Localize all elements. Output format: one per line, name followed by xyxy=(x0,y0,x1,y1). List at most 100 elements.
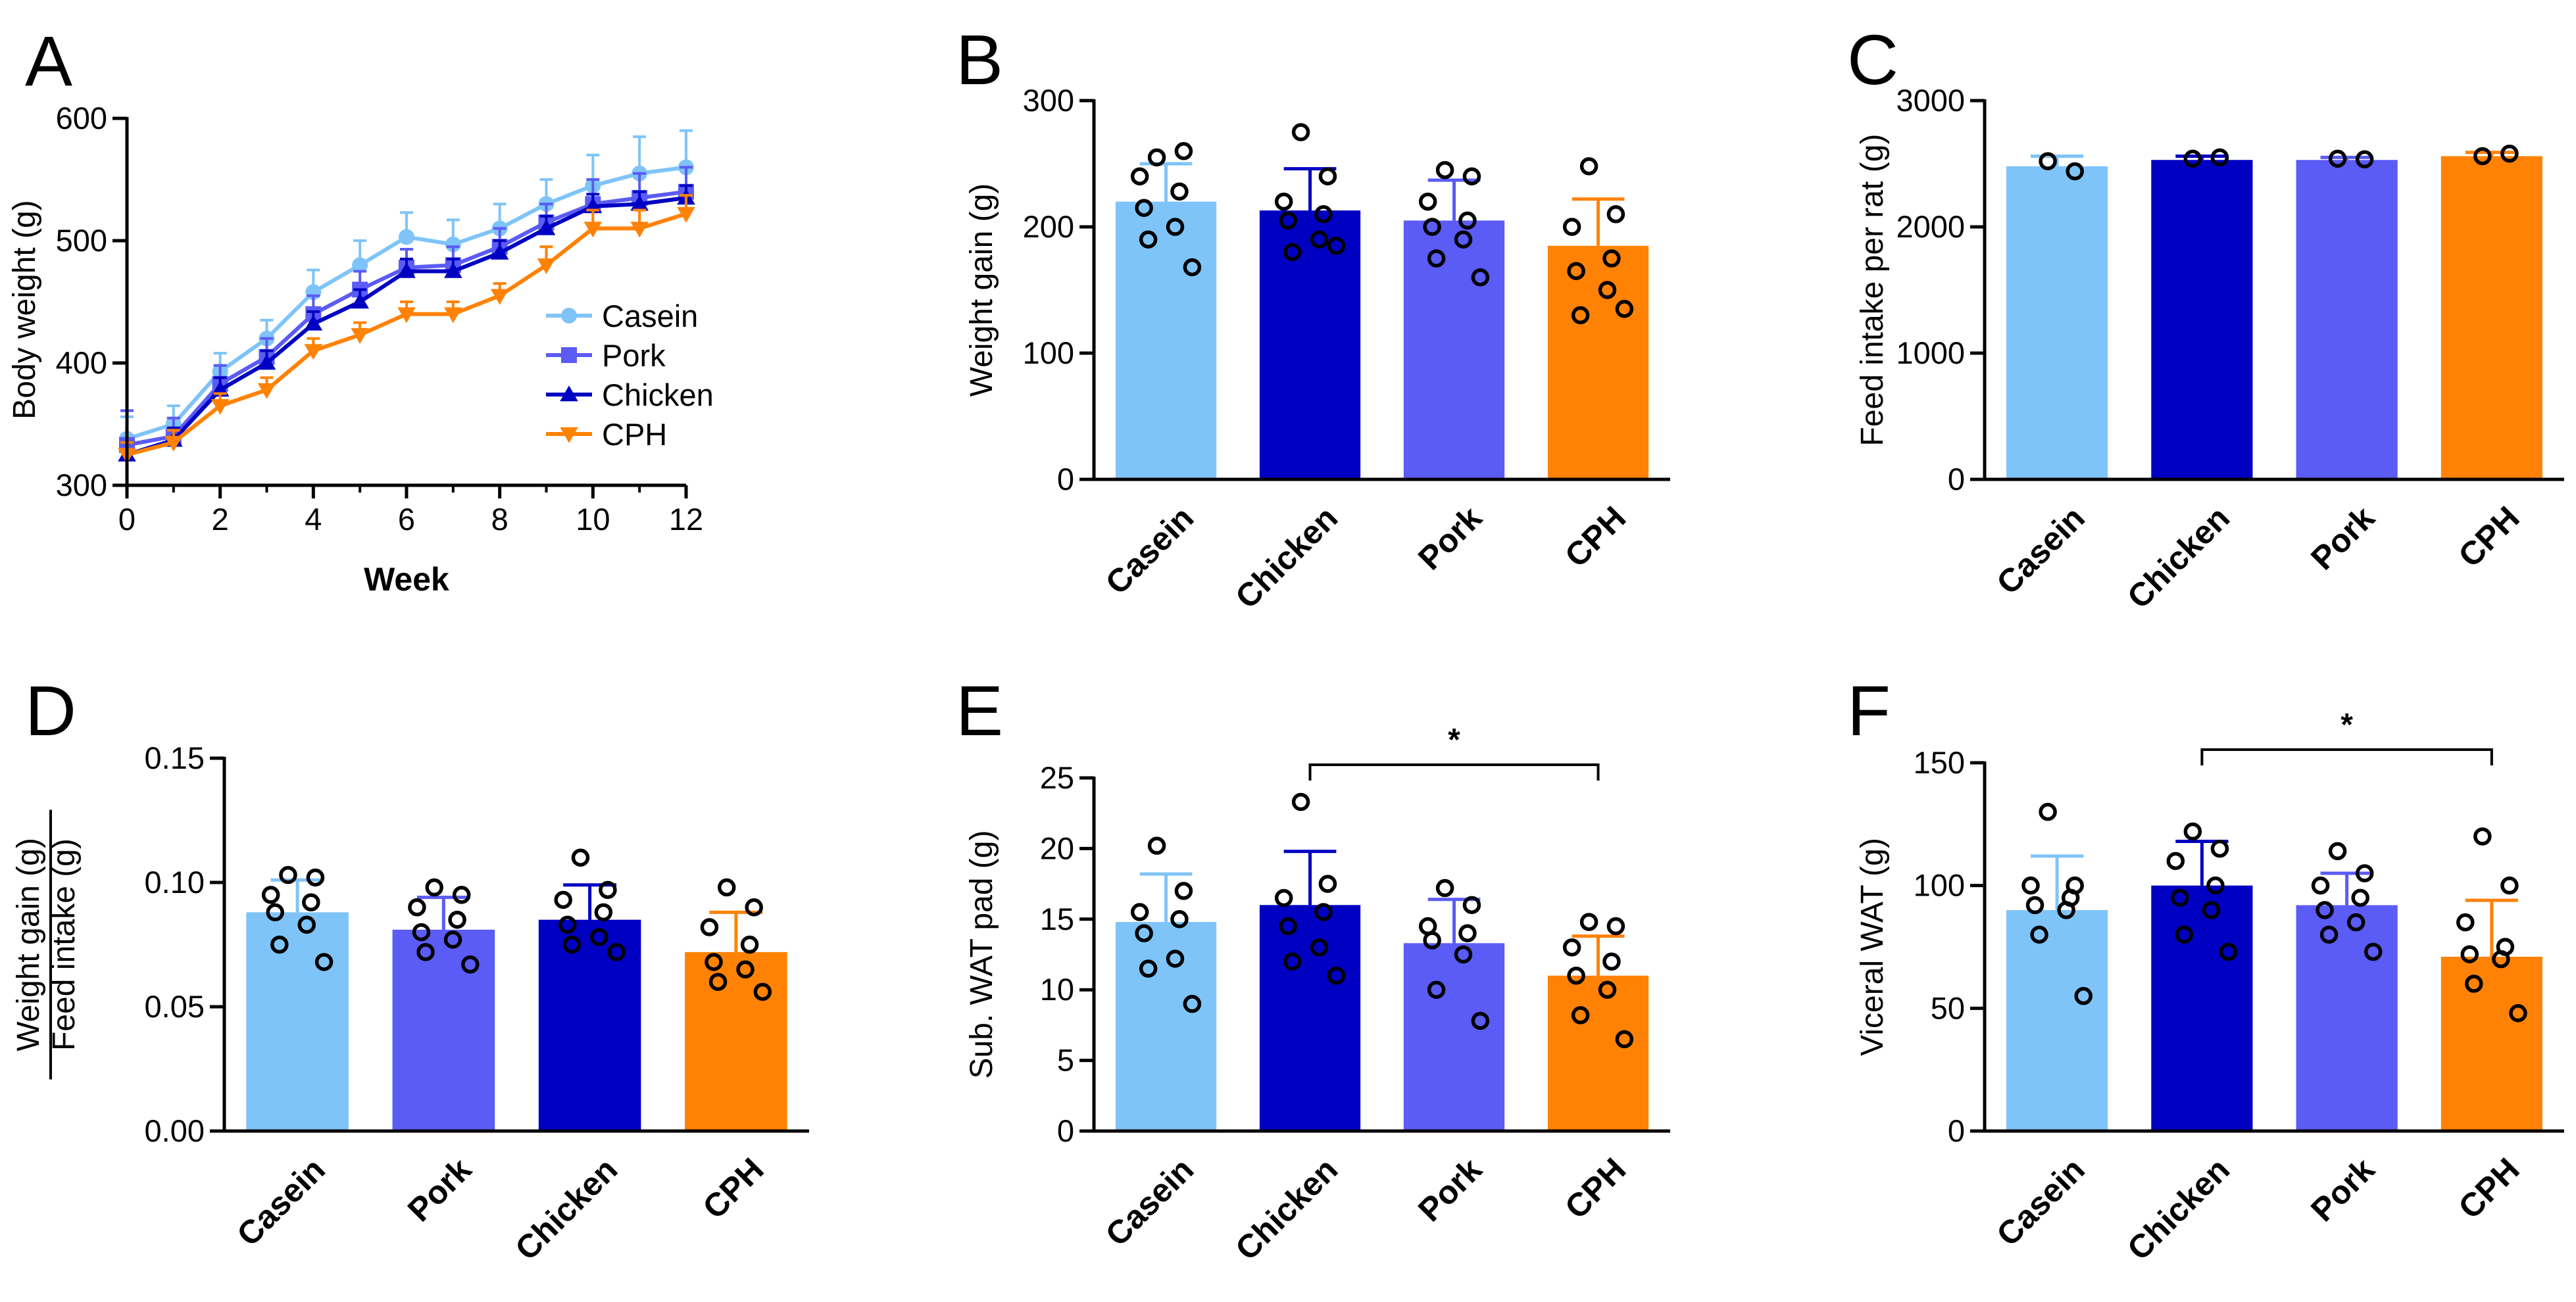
data-point xyxy=(717,878,736,897)
data-point xyxy=(2183,149,2202,168)
data-point xyxy=(399,229,414,245)
panel-b: B Casein Chicken Pork CPH 0 100 200 300 Weight ga… xyxy=(956,20,1670,615)
data-point xyxy=(1291,123,1310,141)
x-tick-label: 6 xyxy=(398,502,415,537)
data-point xyxy=(1314,903,1333,921)
data-point xyxy=(1183,994,1202,1013)
data-point xyxy=(2346,913,2365,932)
data-point xyxy=(1462,167,1481,185)
bar-casein xyxy=(2006,166,2108,479)
category-label: Casein xyxy=(1099,499,1201,602)
category-label: Casein xyxy=(230,1151,332,1253)
data-point xyxy=(1458,211,1477,230)
data-point xyxy=(2500,876,2519,895)
data-point xyxy=(1606,205,1625,224)
y-tick-label: 0 xyxy=(1057,1113,1074,1148)
y-tick-label: 600 xyxy=(56,101,107,135)
data-point xyxy=(2171,888,2189,907)
data-point xyxy=(1435,160,1454,180)
category-label: Chicken xyxy=(2120,1151,2237,1267)
data-point xyxy=(1279,211,1297,230)
data-point xyxy=(1279,917,1297,936)
data-point xyxy=(304,344,323,360)
data-point xyxy=(1130,167,1149,185)
legend-label: Casein xyxy=(602,299,698,333)
data-point xyxy=(444,307,462,324)
bar-pork xyxy=(392,929,495,1131)
significance-star: * xyxy=(1448,723,1460,758)
data-point xyxy=(1598,980,1617,999)
category-label: Chicken xyxy=(2120,499,2237,615)
bar-chicken xyxy=(2151,160,2253,480)
data-point xyxy=(740,935,759,954)
x-tick-label: 10 xyxy=(576,502,610,537)
y-axis-label: Sub. WAT pad (g) xyxy=(964,831,999,1079)
x-axis-label: Week xyxy=(364,561,449,598)
data-point xyxy=(279,865,297,884)
data-point xyxy=(1174,882,1193,900)
data-point xyxy=(1571,1006,1590,1025)
category-label: CPH xyxy=(695,1151,770,1226)
bar-chicken xyxy=(1259,905,1361,1131)
data-point xyxy=(554,890,572,909)
data-point xyxy=(1135,924,1153,943)
y-tick-label: 0 xyxy=(1948,462,1965,496)
legend-marker xyxy=(560,427,578,443)
panel-a: A 300 400 500 600 0 2 4 6 8 10 12 Week Body weight (g… xyxy=(7,21,714,598)
bar-casein xyxy=(1115,201,1217,479)
data-point xyxy=(2066,162,2084,181)
legend-label: Chicken xyxy=(602,377,714,412)
data-point xyxy=(2166,852,2185,871)
data-point xyxy=(1283,952,1302,971)
bar-cph xyxy=(1547,975,1649,1131)
x-tick-label: 2 xyxy=(212,502,229,537)
legend-label: CPH xyxy=(602,417,667,452)
data-point xyxy=(444,262,462,278)
data-point xyxy=(2473,827,2492,846)
data-point xyxy=(257,354,276,370)
category-label: CPH xyxy=(2451,1151,2526,1226)
data-point xyxy=(630,222,649,238)
data-point xyxy=(270,935,289,954)
data-point xyxy=(1274,888,1293,907)
data-point xyxy=(1423,218,1441,236)
data-point xyxy=(412,923,431,942)
data-point xyxy=(2074,986,2093,1005)
data-point xyxy=(562,935,582,954)
category-label: Pork xyxy=(2304,499,2381,577)
series-chicken xyxy=(118,184,695,462)
data-point xyxy=(1567,262,1585,280)
data-point xyxy=(351,293,369,309)
y-tick-label: 150 xyxy=(1914,745,1965,780)
data-point xyxy=(397,307,416,324)
data-point xyxy=(1310,230,1329,249)
data-point xyxy=(2030,925,2048,944)
data-point xyxy=(351,328,369,345)
data-point xyxy=(1602,952,1621,971)
y-axis-label-denominator: Feed intake (g) xyxy=(47,838,82,1051)
significance-star: * xyxy=(2341,708,2353,742)
data-point xyxy=(1310,938,1329,957)
data-point xyxy=(2039,802,2057,821)
data-point xyxy=(2183,822,2202,841)
bar-casein xyxy=(1115,922,1217,1131)
x-tick-label: 0 xyxy=(118,502,136,537)
bar-cph xyxy=(1547,245,1649,479)
data-point xyxy=(1291,792,1310,811)
data-point xyxy=(164,435,183,452)
data-point xyxy=(2021,876,2040,895)
category-label: Pork xyxy=(2304,1151,2381,1228)
data-point xyxy=(397,262,416,278)
data-point xyxy=(2492,950,2510,969)
y-axis-label: Feed intake per rat (g) xyxy=(1855,134,1890,446)
y-tick-label: 400 xyxy=(56,345,107,380)
panel-e: E Casein Chicken Pork CPH 0 5 10 15 20 25 Sub. WAT … xyxy=(956,671,1670,1267)
data-point xyxy=(2311,876,2330,895)
y-tick-label: 100 xyxy=(1914,868,1965,903)
category-label: Casein xyxy=(1989,499,2092,602)
data-point xyxy=(1314,205,1333,224)
data-point xyxy=(408,898,426,917)
bar-cph xyxy=(685,952,787,1131)
data-point xyxy=(607,943,626,961)
data-point xyxy=(261,886,280,904)
